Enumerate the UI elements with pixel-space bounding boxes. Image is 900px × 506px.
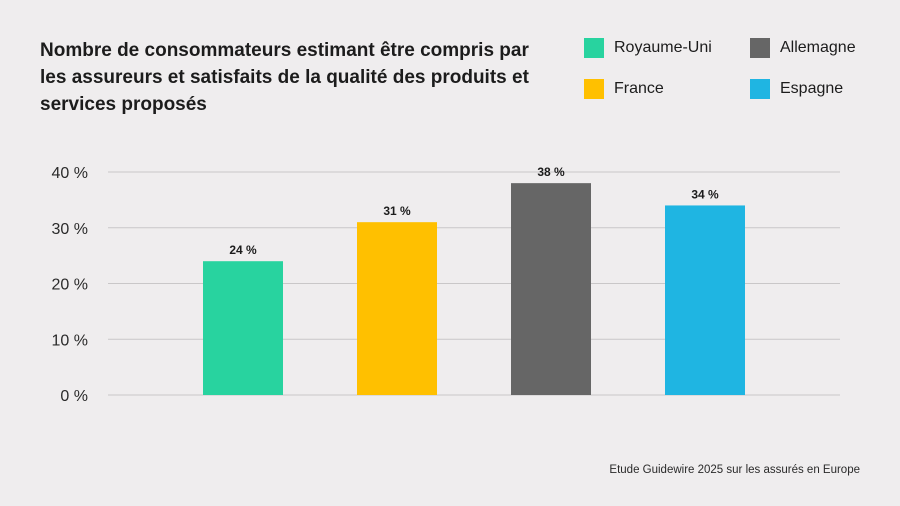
legend-label: Allemagne <box>780 39 856 56</box>
legend-item-royaume-uni: Royaume-Uni <box>584 38 712 58</box>
legend-swatch <box>584 38 604 58</box>
source-note: Etude Guidewire 2025 sur les assurés en … <box>609 464 860 476</box>
bar-espagne <box>665 205 745 395</box>
data-label: 31 % <box>383 204 411 218</box>
y-tick-label: 30 % <box>52 221 88 238</box>
legend-swatch <box>750 38 770 58</box>
legend-item-espagne: Espagne <box>750 79 843 99</box>
bar-france <box>357 222 437 395</box>
legend-swatch <box>750 79 770 99</box>
y-tick-label: 0 % <box>60 388 88 405</box>
chart-title: Nombre de consommateurs estimant être co… <box>40 40 529 115</box>
legend-item-france: France <box>584 79 664 99</box>
y-tick-label: 10 % <box>52 332 88 349</box>
data-label: 24 % <box>229 243 257 257</box>
legend-label: France <box>614 80 664 97</box>
legend-swatch <box>584 79 604 99</box>
legend-item-allemagne: Allemagne <box>750 38 856 58</box>
y-tick-label: 40 % <box>52 165 88 182</box>
legend: Royaume-Uni Allemagne France Espagne <box>584 38 884 108</box>
data-label: 38 % <box>537 165 565 179</box>
data-label: 34 % <box>691 187 719 201</box>
legend-label: Espagne <box>780 80 844 97</box>
bar-allemagne <box>511 183 591 395</box>
legend-label: Royaume-Uni <box>614 39 712 56</box>
bar-royaume-uni <box>203 261 283 395</box>
y-tick-label: 20 % <box>52 277 88 294</box>
